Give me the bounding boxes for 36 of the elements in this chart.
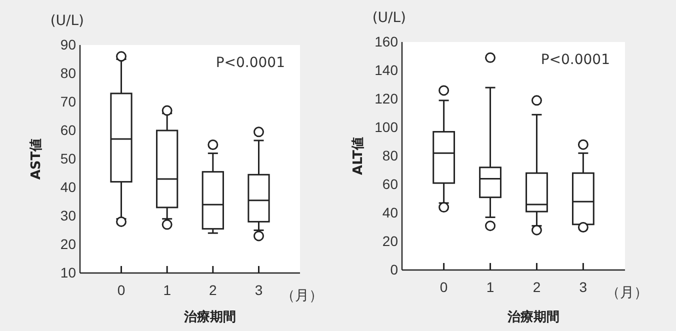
text: （月） <box>281 288 323 304</box>
x-tick-label: 1 <box>486 278 494 295</box>
annotation: P<0.0001 <box>216 55 285 71</box>
y-tick-label: 60 <box>60 122 76 138</box>
x-axis-title: 治療期間 <box>183 309 236 325</box>
y-tick-label: 120 <box>374 90 398 106</box>
text: （月） <box>606 285 648 301</box>
x-tick-label: 3 <box>579 278 588 295</box>
y-tick-label: 20 <box>382 232 398 249</box>
x-tick-label: 3 <box>254 282 263 298</box>
x-tick-label: 0 <box>440 278 448 295</box>
y-tick-label: 40 <box>60 178 76 195</box>
y-tick-label: 40 <box>382 204 398 220</box>
y-tick-label: 60 <box>382 176 398 192</box>
y-tick-label: 30 <box>60 207 76 224</box>
y-tick-label: 10 <box>60 264 76 280</box>
text: (U/L) <box>372 10 406 26</box>
x-tick-label: 2 <box>532 278 541 295</box>
y-tick-label: 90 <box>60 36 76 52</box>
y-tick-label: 0 <box>390 261 398 278</box>
y-tick-label: 140 <box>374 62 398 78</box>
y-tick-label: 50 <box>60 150 76 166</box>
y-tick-label: 80 <box>60 64 76 81</box>
x-tick-label: 0 <box>117 282 126 298</box>
text: (U/L) <box>50 13 84 29</box>
y-tick-label: 20 <box>60 236 76 252</box>
x-tick-label: 2 <box>209 282 218 298</box>
y-axis-title: ALT値 <box>351 136 366 176</box>
y-tick-label: 80 <box>382 147 398 164</box>
y-tick-label: 70 <box>60 93 76 110</box>
x-tick-label: 1 <box>163 282 172 298</box>
annotation: P<0.0001 <box>540 52 610 68</box>
y-axis-title: AST値 <box>29 138 44 180</box>
y-tick-label: 100 <box>374 118 398 135</box>
x-axis-title: 治療期間 <box>506 309 560 325</box>
y-tick-label: 160 <box>374 33 398 50</box>
